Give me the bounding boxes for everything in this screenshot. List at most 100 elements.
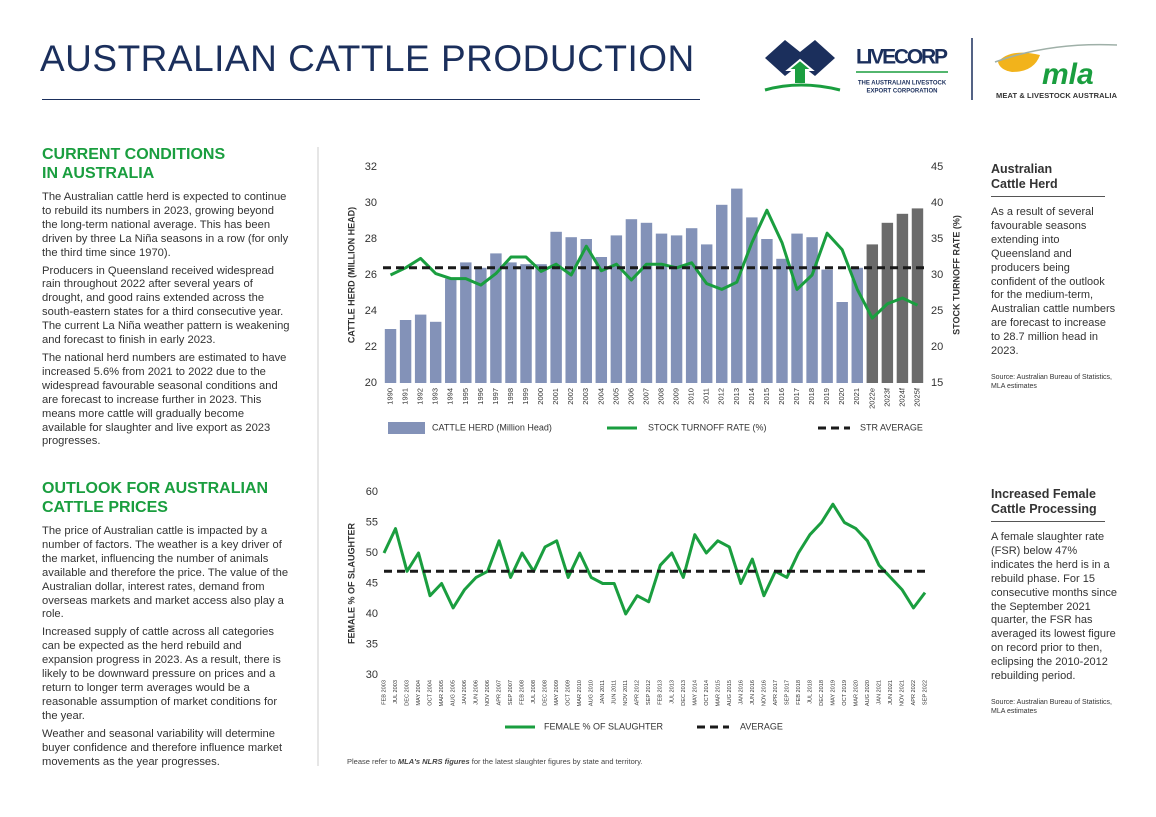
paragraph: Producers in Queensland received widespr… (42, 264, 290, 347)
paragraph: The Australian cattle herd is expected t… (42, 191, 289, 259)
legend-label: CATTLE HERD (Million Head) (432, 422, 552, 432)
x-tick-label: JAN 2011 (600, 680, 606, 704)
x-tick-label: 1991 (401, 388, 410, 405)
x-tick-label: 2000 (536, 388, 545, 405)
note-title: Increased Female Cattle Processing (991, 487, 1105, 522)
x-tick-label: 2001 (551, 388, 560, 405)
x-tick-label: MAR 2015 (715, 680, 721, 706)
y2-tick-label: 30 (931, 269, 943, 281)
x-tick-label: FEB 2013 (658, 680, 664, 705)
bar (384, 329, 397, 383)
x-tick-label: 1990 (386, 388, 395, 405)
logo-shape (765, 40, 835, 76)
y2-tick-label: 40 (931, 197, 943, 209)
logo-arrow (785, 58, 815, 85)
y-axis-title: FEMALE % OF SLAUGHTER (346, 523, 356, 644)
section: OUTLOOK FOR AUSTRALIAN CATTLE PRICES The… (42, 479, 290, 773)
x-tick-label: 2008 (657, 388, 666, 405)
bar (716, 204, 728, 383)
x-tick-label: DEC 2003 (405, 680, 411, 706)
y-tick-label: 50 (366, 547, 378, 559)
charts: 20 22 24 26 28 30 32 15 20 25 30 35 40 45 CATTLE HERD … (346, 161, 961, 731)
bar (429, 321, 442, 383)
bar (851, 267, 863, 383)
bar (550, 231, 562, 383)
livecorp-logo: LIVECORP THE AUSTRALIAN LIVESTOCK EXPORT… (764, 40, 948, 95)
legend-label: STR AVERAGE (860, 422, 923, 432)
y-tick-label: 60 (366, 486, 378, 498)
note-source: Source: Australian Bureau of Statistics,… (991, 373, 1113, 390)
legend-swatch (388, 422, 425, 434)
line-series (389, 208, 919, 320)
side-note: Australian Cattle Herd As a result of se… (991, 162, 1117, 391)
x-tick-label: NOV 2021 (899, 680, 905, 706)
x-tick-label: JUN 2011 (612, 680, 618, 704)
note-body: A female slaughter rate (FSR) below 47% … (991, 531, 1117, 683)
y-tick-label: 45 (366, 577, 378, 589)
bar (806, 237, 818, 383)
note-title-text: Australian Cattle Herd (991, 162, 1058, 191)
bar (911, 208, 924, 383)
x-tick-label: 2020 (837, 388, 846, 405)
mla-tagline: MEAT & LIVESTOCK AUSTRALIA (996, 91, 1118, 100)
y-tick-label: 30 (366, 669, 378, 681)
bar (595, 257, 608, 383)
x-tick-label: JUL 2003 (393, 680, 399, 704)
x-tick-label: NOV 2016 (761, 680, 767, 706)
x-tick-label: FEB 2003 (381, 680, 387, 705)
bar (640, 222, 653, 383)
bar (776, 258, 788, 383)
livecorp-tagline: THE AUSTRALIAN LIVESTOCK (858, 81, 947, 87)
y-tick-label: 24 (365, 305, 377, 317)
x-tick-label: 1994 (446, 388, 455, 405)
section-heading: CURRENT CONDITIONS IN AUSTRALIA (42, 146, 226, 182)
logo-sun (998, 52, 1040, 72)
paragraph: The price of Australian cattle is impact… (42, 525, 289, 621)
bar (625, 219, 638, 383)
x-tick-label: 1998 (506, 388, 515, 405)
x-tick-label: 2010 (687, 388, 696, 405)
legend-label: AVERAGE (740, 721, 783, 731)
x-tick-label: JAN 2016 (738, 680, 744, 705)
x-tick-label: 1995 (461, 388, 470, 405)
x-tick-label: NOV 2006 (485, 680, 491, 706)
x-tick-label: JUN 2021 (888, 680, 894, 705)
x-tick-label: APR 2017 (773, 680, 779, 706)
x-tick-label: 2023f (882, 387, 891, 407)
x-tick-label: 1999 (521, 388, 530, 405)
x-tick-label: 2011 (702, 388, 711, 404)
x-tick-label: 1996 (476, 388, 485, 405)
paragraph: Increased supply of cattle across all ca… (42, 626, 281, 722)
x-tick-label: SEP 2017 (784, 680, 790, 705)
legend-label: STOCK TURNOFF RATE (%) (648, 422, 767, 432)
y2-tick-label: 20 (931, 341, 943, 353)
y-tick-label: 55 (366, 516, 378, 528)
paragraph: The national herd numbers are estimated … (42, 351, 287, 448)
x-tick-label: 2024f (897, 387, 906, 407)
logo-arc (994, 43, 1118, 63)
x-tick-label: 2004 (596, 388, 605, 405)
bar (460, 262, 472, 383)
bar (731, 188, 743, 383)
x-tick-label: JUL 2013 (669, 680, 675, 704)
x-tick-label: 1993 (431, 388, 440, 405)
bar (475, 267, 487, 383)
x-tick-label: DEC 2013 (681, 680, 687, 706)
x-tick-label: JAN 2006 (462, 680, 468, 705)
bar (565, 237, 577, 383)
y2-tick-label: 25 (931, 305, 943, 317)
note-title-text: Increased Female Cattle Processing (991, 487, 1097, 516)
bar (414, 314, 427, 383)
bar (580, 239, 592, 383)
x-tick-label: 2013 (732, 388, 741, 405)
x-tick-label: NOV 2011 (623, 680, 629, 706)
x-tick-label: 2003 (581, 388, 590, 405)
logo-wave (764, 83, 841, 92)
x-tick-label: 2021 (852, 388, 861, 405)
x-tick-label: MAR 2010 (577, 680, 583, 706)
side-note: Increased Female Cattle Processing A fem… (991, 487, 1119, 716)
bar (685, 228, 698, 383)
x-tick-label: APR 2012 (635, 680, 641, 706)
x-tick-label: 1997 (491, 388, 500, 405)
